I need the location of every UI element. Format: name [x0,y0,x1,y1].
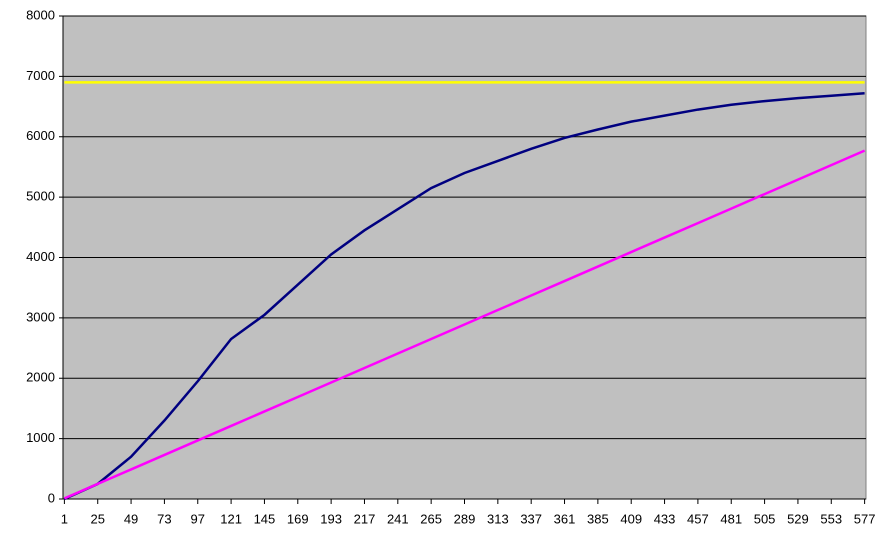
x-tick-label: 457 [687,511,709,526]
y-tick-label: 6000 [26,128,55,143]
series-line [63,92,865,501]
x-tick-label: 265 [420,511,442,526]
x-tick-label: 505 [754,511,776,526]
y-tick-label: 1000 [26,430,55,445]
x-tick-label: 145 [254,511,276,526]
x-tick-label: 121 [220,511,242,526]
x-tick-label: 577 [854,511,875,526]
x-tick-label: 169 [287,511,309,526]
y-tick-label: 7000 [26,68,55,83]
y-tick-label: 3000 [26,309,55,324]
x-tick-label: 289 [454,511,476,526]
y-tick-label: 5000 [26,189,55,204]
x-tick-label: 553 [820,511,842,526]
x-tick-label: 25 [90,511,104,526]
x-tick-label: 481 [720,511,742,526]
x-tick-label: 529 [787,511,809,526]
x-tick-label: 361 [554,511,576,526]
x-tick-label: 385 [587,511,609,526]
x-tick-label: 313 [487,511,509,526]
y-tick-label: 0 [48,490,55,505]
series-line [63,149,866,500]
x-tick-label: 97 [191,511,205,526]
x-tick-label: 433 [654,511,676,526]
x-tick-label: 49 [124,511,138,526]
x-tick-label: 73 [157,511,171,526]
x-tick-label: 1 [61,511,68,526]
x-tick-label: 193 [320,511,342,526]
x-tick-label: 241 [387,511,409,526]
y-tick-label: 4000 [26,249,55,264]
x-tick-label: 337 [520,511,542,526]
x-tick-label: 217 [354,511,376,526]
y-tick-label: 8000 [26,7,55,22]
x-tick-label: 409 [620,511,642,526]
y-tick-label: 2000 [26,370,55,385]
